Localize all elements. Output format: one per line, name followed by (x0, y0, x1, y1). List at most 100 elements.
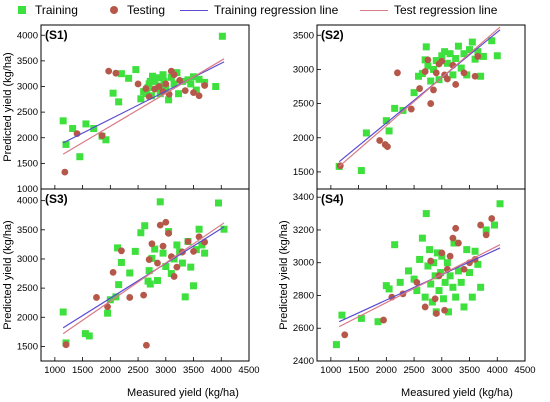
x-tick-label: 3000 (431, 365, 452, 376)
testing-point (154, 259, 161, 267)
training-point (62, 140, 70, 148)
testing-point (112, 69, 120, 77)
training-point (76, 153, 84, 161)
x-tick-label: 3500 (183, 365, 204, 376)
training-point (218, 32, 226, 40)
training-point (201, 249, 209, 257)
plot-frame (316, 188, 526, 362)
training-point (198, 241, 206, 249)
testing-point (184, 238, 192, 245)
training-point (457, 64, 465, 72)
training-point (59, 117, 67, 125)
legend-training: Training (18, 2, 78, 18)
legend-testing-label: Testing (127, 3, 166, 17)
training-point (432, 57, 440, 65)
training-point (362, 129, 370, 137)
testing-point (432, 69, 440, 77)
training-point (190, 282, 198, 290)
training-point (385, 285, 393, 293)
training-point (137, 95, 145, 103)
testing-point (140, 291, 148, 299)
training-point (463, 71, 471, 79)
training-point (460, 50, 468, 58)
testing-point (195, 92, 203, 100)
y-tick-label: 3000 (293, 258, 314, 269)
testing-point (452, 81, 460, 88)
y-axis-title: Predicted yield (kg/ha) (2, 220, 14, 329)
training-point (212, 83, 220, 90)
training-point (441, 48, 449, 56)
training-point (173, 241, 181, 249)
testing-point (190, 247, 197, 255)
testing-point (62, 341, 70, 349)
legend-test-line: Test regression line (360, 2, 497, 18)
training-point (82, 120, 90, 128)
training-point (338, 311, 346, 319)
training-point (156, 198, 164, 206)
training-point (418, 234, 426, 242)
training-point (482, 226, 490, 234)
training-point (431, 272, 439, 280)
testing-point (109, 268, 117, 276)
testing-marker-icon (110, 6, 118, 14)
training-point (115, 281, 123, 289)
training-point (142, 90, 150, 98)
training-point (192, 86, 200, 94)
training-point (102, 136, 110, 144)
training-point (452, 54, 460, 62)
testing-point (341, 331, 349, 339)
training-point (90, 125, 98, 133)
x-tick-label: 1000 (44, 365, 65, 376)
training-point (427, 77, 435, 85)
y-tick-label: 2000 (17, 133, 38, 144)
x-axis-title-left: Measured yield (kg/ha) (127, 387, 239, 399)
training-point (429, 65, 437, 73)
y-tick-label: 3500 (293, 30, 314, 41)
training-point (114, 244, 122, 252)
training-point (449, 283, 457, 291)
training-point (125, 74, 133, 82)
training-point (145, 267, 153, 275)
training-point (162, 263, 170, 271)
training-point (405, 267, 413, 275)
testing-point (142, 85, 150, 92)
training-point (415, 72, 423, 80)
training-point (137, 229, 145, 237)
training-point (104, 309, 112, 317)
y-tick-label: 2500 (17, 283, 38, 294)
training-point (173, 69, 181, 77)
y-tick-label: 1500 (293, 167, 314, 178)
testing-point (148, 240, 156, 248)
plot-marks (59, 32, 226, 176)
testing-point (449, 234, 457, 242)
training-point (418, 70, 426, 78)
training-point (146, 280, 154, 288)
testing-point (181, 87, 189, 94)
training-point (427, 280, 435, 288)
y-tick-label: 3500 (17, 225, 38, 236)
training-point (214, 199, 222, 207)
x-tick-label: 2500 (403, 365, 424, 376)
plot-frame (316, 24, 526, 190)
training-point (374, 318, 382, 326)
training-point (178, 259, 186, 267)
training-point (446, 272, 454, 280)
training-marker-icon (18, 6, 26, 14)
legend-training-line: Training regression line (180, 2, 338, 18)
legend-training-label: Training (35, 3, 78, 17)
x-tick-label: 2500 (127, 365, 148, 376)
testing-point (394, 69, 401, 77)
testing-point (173, 263, 181, 271)
training-point (433, 249, 441, 257)
training-point (463, 246, 471, 254)
training-point (410, 275, 418, 283)
training-regression-line (338, 29, 501, 163)
x-tick-label: 1500 (348, 365, 369, 376)
training-point (422, 210, 430, 218)
training-regression-line (338, 247, 501, 323)
y-tick-label: 3400 (293, 192, 314, 203)
testing-point (380, 316, 387, 324)
plot-marks (59, 198, 228, 349)
panel-tag-label: (S4) (321, 192, 344, 206)
